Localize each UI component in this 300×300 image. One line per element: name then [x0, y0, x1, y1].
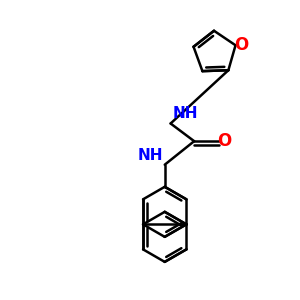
Text: NH: NH — [173, 106, 199, 121]
Text: O: O — [234, 36, 248, 54]
Text: O: O — [218, 132, 232, 150]
Text: NH: NH — [138, 148, 163, 163]
